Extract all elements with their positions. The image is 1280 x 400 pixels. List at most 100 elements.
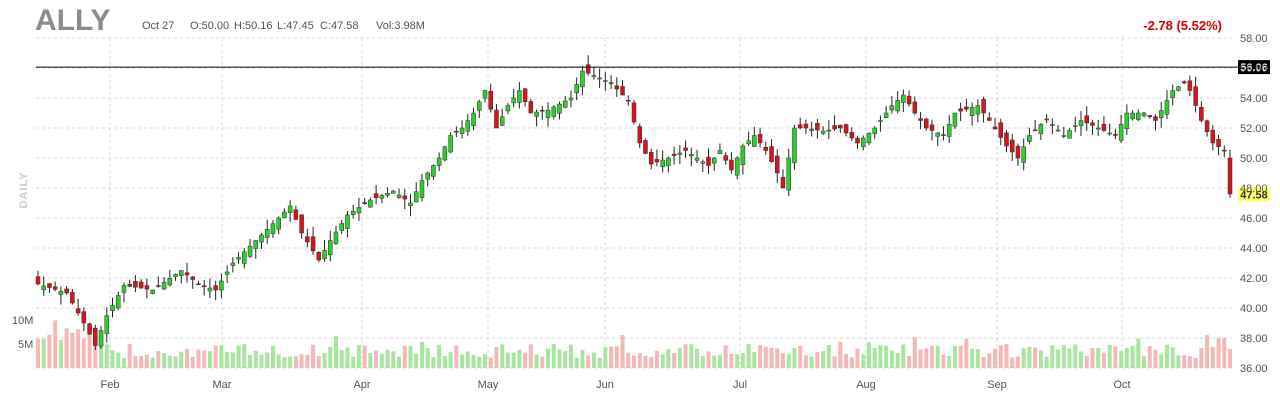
candle-body xyxy=(436,157,442,166)
volume-bar xyxy=(248,355,253,368)
y-tick-label: 58.00 xyxy=(1240,33,1268,45)
volume-bar xyxy=(150,357,155,368)
volume-bar xyxy=(832,356,837,368)
candle-body xyxy=(832,125,837,130)
x-tick-label: Apr xyxy=(353,379,370,391)
volume-bar xyxy=(563,351,568,368)
volume-bar xyxy=(442,355,447,368)
volume-bar xyxy=(654,350,659,368)
volume-bar xyxy=(219,345,224,368)
candle-body xyxy=(511,97,516,104)
volume-bar xyxy=(1050,345,1055,368)
candle-body xyxy=(1032,129,1038,132)
quote-date: Oct 27 xyxy=(142,20,174,32)
horizontal-line: 56.06 47.58 xyxy=(36,60,1270,202)
volume-bar xyxy=(288,356,293,368)
last-price-tag: 47.58 xyxy=(1240,189,1268,201)
candle-body xyxy=(820,130,826,134)
y-tick-label: 50.00 xyxy=(1240,153,1268,165)
volume-bar xyxy=(798,346,803,368)
candle-body xyxy=(379,195,385,199)
volume-bar xyxy=(895,353,900,368)
volume-bar xyxy=(815,352,820,368)
volume-bar xyxy=(706,351,711,368)
volume-bar xyxy=(253,350,258,368)
candle-body xyxy=(1124,112,1130,129)
volume-bar xyxy=(53,320,58,368)
candle-body xyxy=(264,229,270,238)
volume-bar xyxy=(1124,348,1129,368)
candle-body xyxy=(454,130,459,133)
candle-body xyxy=(1216,139,1221,148)
candle-body xyxy=(924,118,929,129)
candle-body xyxy=(889,105,895,111)
candle-body xyxy=(855,137,860,144)
candle-body xyxy=(339,223,344,231)
candle-body xyxy=(809,128,814,132)
volume-bar xyxy=(385,349,390,368)
candle-body xyxy=(1113,134,1118,136)
candle-body xyxy=(883,112,889,118)
candle-body xyxy=(356,207,362,214)
volume-bar xyxy=(637,353,642,368)
volume-bar xyxy=(792,348,797,368)
y-tick-label: 54.00 xyxy=(1240,93,1268,105)
candle-body xyxy=(293,209,299,220)
volume-bar xyxy=(437,344,442,368)
volume-bar xyxy=(643,355,648,368)
volume-bar xyxy=(58,339,63,368)
candle-body xyxy=(608,82,614,84)
volume-bar xyxy=(964,338,969,368)
volume-bar xyxy=(207,351,212,368)
low-value: L:47.45 xyxy=(277,20,314,32)
close-value: C:47.58 xyxy=(320,20,359,32)
volume-bar xyxy=(425,348,430,368)
candle-body xyxy=(1101,124,1107,131)
candle-body xyxy=(643,140,648,154)
volume-bar xyxy=(603,347,608,368)
volume-bar xyxy=(448,352,453,368)
candle-body xyxy=(826,129,832,132)
candle-body xyxy=(213,285,218,291)
candle-body xyxy=(929,124,935,131)
x-tick-label: Aug xyxy=(856,379,876,391)
y-tick-label: 48.00 xyxy=(1240,183,1268,195)
volume-bar xyxy=(735,354,740,368)
candle-body xyxy=(562,100,568,108)
candle-body xyxy=(322,250,327,260)
x-tick-label: Sep xyxy=(987,379,1007,391)
candle-body xyxy=(981,98,986,114)
last-price-tag-bg xyxy=(1238,187,1270,202)
volume-bar xyxy=(1004,344,1009,368)
volume-bar xyxy=(1067,348,1072,368)
volume-bar xyxy=(717,355,722,368)
candle-body xyxy=(580,70,585,88)
candle-body xyxy=(1107,132,1112,135)
candle-body xyxy=(574,84,579,94)
volume-bar xyxy=(414,353,419,368)
volume-bar xyxy=(884,345,889,368)
volume-bar xyxy=(419,341,424,368)
candle-body xyxy=(362,202,367,204)
candle-body xyxy=(47,283,52,288)
candle-body xyxy=(75,308,81,314)
volume-bar xyxy=(47,334,52,368)
candle-body xyxy=(700,161,706,164)
volume-bar xyxy=(379,353,384,368)
candle-body xyxy=(242,251,247,264)
candle-body xyxy=(1193,86,1198,106)
candle-body xyxy=(1015,145,1021,159)
candle-body xyxy=(350,211,356,215)
volume-bar xyxy=(987,353,992,368)
volume-bar xyxy=(998,345,1003,368)
volume-bar xyxy=(230,352,235,368)
volume-bar xyxy=(299,354,304,368)
volume-bar xyxy=(328,346,333,368)
volume-bar xyxy=(580,349,585,368)
volume-bar xyxy=(1193,357,1198,368)
volume-bar xyxy=(672,353,677,368)
volume-bar xyxy=(127,344,132,368)
volume-bar xyxy=(1205,335,1210,368)
volume-bar xyxy=(970,348,975,368)
candle-body xyxy=(568,97,574,101)
